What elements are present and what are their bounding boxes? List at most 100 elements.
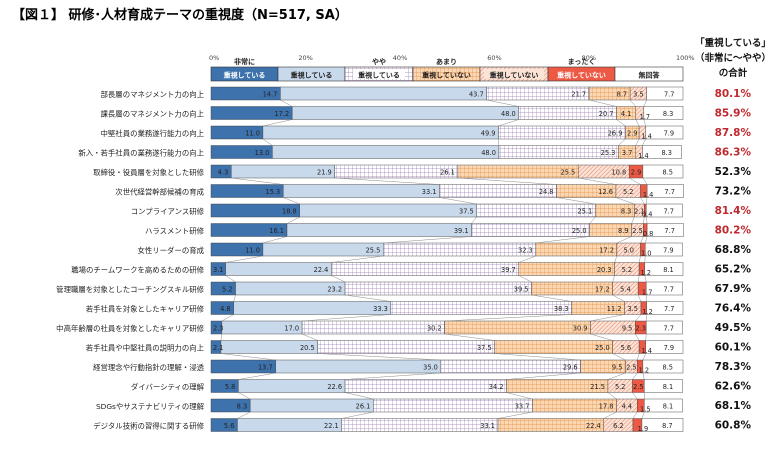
connector-line [629,177,641,185]
connector-line [643,216,645,224]
chart-title: 【図１】 研修･人材育成テーマの重視度（N=517, SA） [12,7,348,23]
value-label: 7.7 [663,324,674,332]
value-label: 22.6 [327,383,342,391]
value-label: 1.7 [642,289,653,297]
value-label: 20.5 [300,344,315,352]
value-label: 2.9 [627,129,638,137]
value-label: 20.3 [597,266,612,274]
connector-line [220,353,276,361]
total-value: 60.1% [715,342,752,354]
connector-line [286,216,300,224]
bar-segment [275,359,442,374]
value-label: 3.7 [622,149,633,157]
connector-line [334,177,440,185]
connector-line [283,197,300,205]
connector-line [616,236,632,244]
category-label: 課長層のマネジメント力の向上 [101,110,205,119]
value-label: 7.7 [664,188,675,196]
value-label: 10.8 [612,168,627,176]
total-value: 81.4% [715,205,752,217]
connector-line [643,99,647,107]
value-label: 1.2 [642,308,653,316]
legend-label-bg [353,69,405,79]
connector-line [439,197,477,205]
value-label: 1.4 [643,191,654,199]
value-label: 25.0 [595,344,610,352]
value-label: 11.0 [245,129,260,137]
value-label: 6.2 [613,422,624,430]
legend-label: 重視している [358,71,400,80]
legend-prefix: あまり [436,57,457,66]
bar-segment [317,340,495,354]
connector-line [640,236,644,244]
value-label: 8.7 [617,90,628,98]
value-label: 11.0 [245,246,260,254]
bar-segment [644,398,683,413]
value-label: 39.1 [454,227,469,235]
value-label: 15.3 [266,188,281,196]
value-label: 23.2 [327,285,342,293]
value-label: 3.1 [213,266,224,274]
bar-segment [444,320,591,335]
value-label: 4.4 [622,402,633,410]
bar-segment [331,262,519,276]
x-tick-label: 40% [393,54,407,62]
value-label: 8.1 [663,402,674,410]
value-label: 22.1 [324,422,339,430]
bar-segment [645,203,683,218]
value-label: 33.1 [422,188,437,196]
value-label: 1.5 [640,406,651,414]
bar-segment [390,301,572,315]
bar-segment [282,184,440,198]
bar-segment [645,281,683,296]
value-label: 2.5 [633,383,644,391]
bar-segment [642,359,684,374]
value-label: 35.0 [423,363,438,371]
connector-line [345,294,391,302]
value-label: 9.5 [622,324,633,332]
bar-segment [280,86,487,101]
bar-segment [383,242,536,257]
value-label: 22.4 [586,422,601,430]
value-label: 1.4 [638,152,649,160]
connector-line [637,275,640,283]
legend-label: 重視していない [490,71,539,80]
value-label: 5.2 [615,383,626,391]
connector-line [518,275,532,283]
total-value: 68.1% [715,400,752,412]
connector-line [643,119,646,127]
bar-segment [644,262,684,276]
total-value: 60.8% [715,420,752,432]
bar-segment [373,398,533,413]
total-value: 80.2% [715,225,752,237]
value-label: 13.0 [255,149,270,157]
connector-line [518,255,536,263]
category-label: 部長層のマネジメント力の向上 [101,90,205,99]
value-label: 5.2 [623,188,634,196]
value-label: 1.4 [641,347,652,355]
connector-line [225,275,236,283]
connector-line [471,216,477,224]
legend-prefix: 非常に [234,57,255,66]
value-label: 20.7 [599,110,614,118]
bar-segment [341,418,499,432]
value-label: 17.2 [599,246,614,254]
value-label: 2.5 [632,227,643,235]
value-label: 7.9 [664,129,675,137]
value-label: 26.1 [356,402,371,410]
bar-segment [641,418,684,432]
value-label: 16.1 [269,227,284,235]
connector-line [632,392,638,400]
total-value: 65.2% [715,264,752,276]
bar-segment [498,125,626,140]
value-label: 0.4 [642,211,653,219]
value-label: 26.1 [440,168,455,176]
connector-line [616,119,626,127]
value-label: 32.3 [518,246,533,254]
bar-segment [272,145,500,159]
category-label: 中堅社員の業務遂行能力の向上 [101,129,205,138]
connector-line [636,353,640,361]
value-label: 5.6 [621,344,632,352]
value-label: 4.3 [218,168,229,176]
